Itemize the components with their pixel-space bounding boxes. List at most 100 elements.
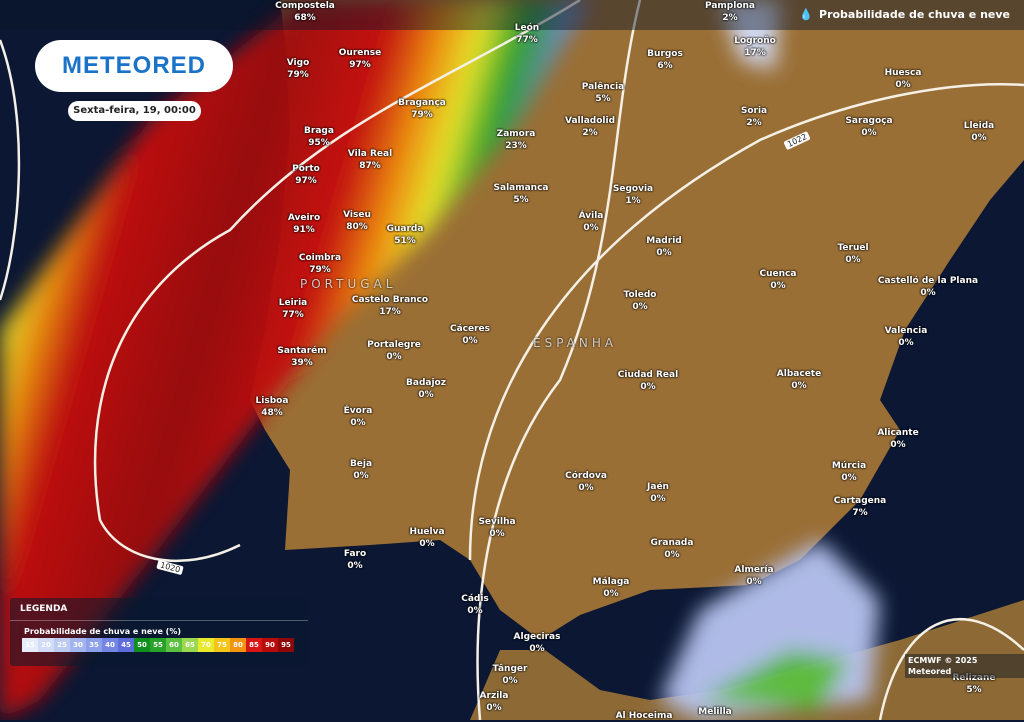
- city-label[interactable]: Albacete 0%: [777, 368, 821, 392]
- city-label[interactable]: Soria 2%: [741, 105, 767, 129]
- city-label[interactable]: Badajoz 0%: [406, 377, 446, 401]
- city-probability: 17%: [379, 307, 401, 317]
- city-label[interactable]: Castelló de la Plana 0%: [878, 275, 978, 299]
- legend-step: 55: [150, 638, 166, 652]
- city-probability: 0%: [664, 550, 680, 560]
- city-label[interactable]: Alicante 0%: [877, 427, 918, 451]
- city-label[interactable]: Algeciras 0%: [514, 631, 561, 655]
- city-label[interactable]: Faro 0%: [344, 548, 366, 572]
- city-label[interactable]: Guarda 51%: [387, 223, 424, 247]
- city-label[interactable]: Vigo 79%: [287, 57, 310, 81]
- city-label[interactable]: Viseu 80%: [343, 209, 371, 233]
- city-label[interactable]: Relizane 5%: [952, 672, 995, 696]
- city-label[interactable]: León 77%: [515, 22, 539, 46]
- city-label[interactable]: Sevilha 0%: [478, 516, 515, 540]
- city-probability: 97%: [295, 176, 317, 186]
- city-label[interactable]: Madrid 0%: [646, 235, 681, 259]
- city-label[interactable]: Castelo Branco 17%: [352, 294, 428, 318]
- city-label[interactable]: Cuenca 0%: [760, 268, 797, 292]
- city-name: Porto: [292, 164, 320, 174]
- city-probability: 23%: [505, 141, 527, 151]
- city-label[interactable]: Aveiro 91%: [288, 212, 320, 236]
- legend-step: 70: [198, 638, 214, 652]
- city-label[interactable]: Burgos 6%: [647, 48, 683, 72]
- city-label[interactable]: Salamanca 5%: [494, 182, 549, 206]
- meteored-logo[interactable]: METEORED: [35, 40, 233, 92]
- city-name: Leiria: [278, 298, 308, 308]
- city-label[interactable]: Arzila 0%: [480, 690, 509, 714]
- city-label[interactable]: Córdova 0%: [565, 470, 607, 494]
- city-label[interactable]: Zamora 23%: [497, 128, 536, 152]
- legend-step: 50: [134, 638, 150, 652]
- city-label[interactable]: Melilla: [698, 706, 731, 718]
- city-label[interactable]: Ciudad Real 0%: [618, 369, 678, 393]
- city-label[interactable]: Vila Real 87%: [348, 148, 392, 172]
- city-name: Melilla: [698, 707, 732, 717]
- city-label[interactable]: Braga 95%: [304, 125, 334, 149]
- city-name: Segovia: [612, 184, 654, 194]
- city-label[interactable]: Évora 0%: [344, 405, 373, 429]
- city-probability: 0%: [861, 128, 877, 138]
- city-label[interactable]: Toledo 0%: [624, 289, 657, 313]
- city-label[interactable]: Segovia 1%: [613, 183, 653, 207]
- city-probability: 0%: [920, 288, 936, 298]
- city-probability: 0%: [898, 338, 914, 348]
- city-label[interactable]: Beja 0%: [350, 458, 372, 482]
- layer-title[interactable]: 💧 Probabilidade de chuva e neve: [799, 8, 1010, 21]
- legend-subtitle: Probabilidade de chuva e neve (%): [24, 627, 181, 636]
- city-probability: 1%: [625, 196, 641, 206]
- city-label[interactable]: Lisboa 48%: [256, 395, 289, 419]
- city-label[interactable]: Cáceres 0%: [450, 323, 490, 347]
- city-label[interactable]: Saragoça 0%: [845, 115, 892, 139]
- city-label[interactable]: Ávila 0%: [579, 210, 604, 234]
- city-label[interactable]: Valladolid 2%: [565, 115, 615, 139]
- city-probability: 0%: [462, 336, 478, 346]
- city-probability: 0%: [583, 223, 599, 233]
- city-label[interactable]: Leiria 77%: [279, 297, 308, 321]
- city-probability: 0%: [529, 644, 545, 654]
- city-probability: 39%: [291, 358, 313, 368]
- city-label[interactable]: Cádis 0%: [461, 593, 489, 617]
- city-label[interactable]: Huelva 0%: [409, 526, 444, 550]
- city-label[interactable]: Huesca 0%: [885, 67, 922, 91]
- city-probability: 2%: [722, 13, 738, 23]
- city-label[interactable]: Cartagena 7%: [834, 495, 887, 519]
- city-label[interactable]: Almería 0%: [734, 564, 773, 588]
- city-label[interactable]: Jaén 0%: [647, 481, 669, 505]
- city-label[interactable]: Valencia 0%: [885, 325, 928, 349]
- city-name: Ciudad Real: [617, 370, 679, 380]
- legend-step: 20: [38, 638, 54, 652]
- city-label[interactable]: Palência 5%: [582, 81, 625, 105]
- city-label[interactable]: Al Hoceima: [616, 710, 673, 722]
- city-name: León: [514, 23, 540, 33]
- city-label[interactable]: Lleida 0%: [964, 120, 995, 144]
- city-label[interactable]: Compostela 68%: [275, 0, 335, 24]
- city-label[interactable]: Málaga 0%: [593, 576, 630, 600]
- city-label[interactable]: Ourense 97%: [339, 47, 381, 71]
- isobar-1022: [468, 83, 1024, 561]
- city-name: Viseu: [343, 210, 371, 220]
- city-probability: 0%: [971, 133, 987, 143]
- legend-step: 65: [182, 638, 198, 652]
- city-label[interactable]: Portalegre 0%: [367, 339, 421, 363]
- north-africa-land: [470, 600, 1024, 720]
- city-label[interactable]: Múrcia 0%: [832, 460, 866, 484]
- city-label[interactable]: Porto 97%: [292, 163, 320, 187]
- legend-step: 75: [214, 638, 230, 652]
- city-label[interactable]: Coimbra 79%: [299, 252, 341, 276]
- city-label[interactable]: Pamplona 2%: [705, 0, 755, 24]
- isobar-line: [93, 0, 581, 563]
- city-label[interactable]: Logroño 17%: [734, 35, 776, 59]
- city-label[interactable]: Granada 0%: [651, 537, 694, 561]
- city-label[interactable]: Teruel 0%: [837, 242, 868, 266]
- city-label[interactable]: Bragança 79%: [398, 97, 446, 121]
- city-probability: 0%: [353, 471, 369, 481]
- legend: LEGENDA Probabilidade de chuva e neve (%…: [10, 598, 308, 666]
- city-label[interactable]: Santarém 39%: [277, 345, 326, 369]
- city-name: Portalegre: [367, 340, 421, 350]
- forecast-date[interactable]: Sexta-feira, 19, 00:00: [68, 101, 201, 121]
- city-name: Málaga: [592, 577, 630, 587]
- city-label[interactable]: Tânger 0%: [493, 663, 528, 687]
- precipitation-band: [0, 0, 590, 720]
